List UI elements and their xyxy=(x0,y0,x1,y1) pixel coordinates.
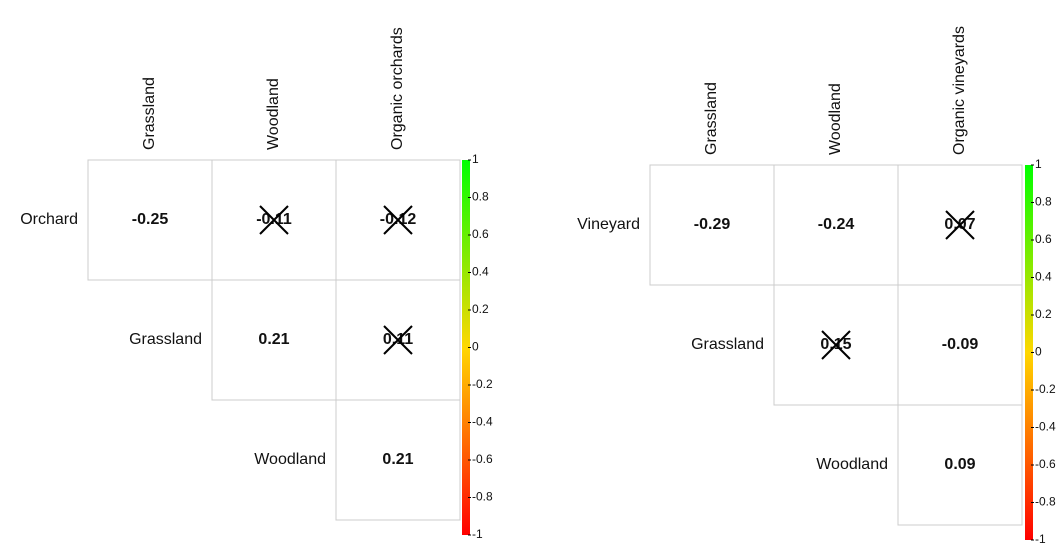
cell-value: 0.21 xyxy=(382,451,413,468)
cell-value: -0.09 xyxy=(942,336,979,353)
colorbar-tick-label: -0.2 xyxy=(1035,382,1056,396)
cell-value: -0.25 xyxy=(132,211,169,228)
cross xyxy=(821,330,851,360)
cell xyxy=(211,279,337,401)
cell xyxy=(897,284,1023,406)
colorbar-tick-label: -1 xyxy=(472,527,483,541)
cell xyxy=(87,159,213,281)
cell xyxy=(897,404,1023,526)
cross xyxy=(383,205,413,235)
column-label: Organic orchards xyxy=(389,27,406,150)
row-label: Grassland xyxy=(129,331,202,348)
row-label: Woodland xyxy=(254,451,326,468)
column-label: Grassland xyxy=(141,77,158,150)
colorbar-tick-label: 1 xyxy=(1035,157,1042,171)
colorbar-tick-label: 0.4 xyxy=(472,265,489,279)
colorbar-tick-label: -0.4 xyxy=(472,415,493,429)
cell xyxy=(649,164,775,286)
row-label: Woodland xyxy=(816,456,888,473)
cell-value: 0.21 xyxy=(258,331,289,348)
cross xyxy=(259,205,289,235)
cell-value: -0.24 xyxy=(818,216,855,233)
colorbar-tick-label: 0.2 xyxy=(472,302,489,316)
colorbar-tick-label: 1 xyxy=(472,152,479,166)
colorbar-tick-label: 0 xyxy=(472,340,479,354)
cross xyxy=(383,325,413,355)
colorbar-tick-label: 0.8 xyxy=(472,190,489,204)
cross xyxy=(945,210,975,240)
colorbar-tick-label: -0.8 xyxy=(1035,495,1056,509)
colorbar-tick-label: 0.6 xyxy=(472,227,489,241)
colorbar-tick-label: 0.4 xyxy=(1035,270,1052,284)
colorbar-tick-label: -0.8 xyxy=(472,490,493,504)
colorbar-tick-label: -0.2 xyxy=(472,377,493,391)
column-label: Woodland xyxy=(827,83,844,155)
cell-value: 0.09 xyxy=(944,456,975,473)
cell xyxy=(335,399,461,521)
colorbar xyxy=(1025,165,1033,540)
colorbar-tick-label: -1 xyxy=(1035,532,1046,546)
row-label: Orchard xyxy=(20,211,78,228)
colorbar-tick-label: -0.6 xyxy=(1035,457,1056,471)
colorbar-tick-label: 0.8 xyxy=(1035,195,1052,209)
colorbar xyxy=(462,160,470,535)
row-label: Vineyard xyxy=(577,216,640,233)
column-label: Grassland xyxy=(703,82,720,155)
row-label: Grassland xyxy=(691,336,764,353)
cell-value: -0.29 xyxy=(694,216,731,233)
colorbar-tick-label: 0 xyxy=(1035,345,1042,359)
column-label: Organic vineyards xyxy=(951,26,968,155)
colorbar-tick-label: -0.4 xyxy=(1035,420,1056,434)
colorbar-tick-label: 0.6 xyxy=(1035,232,1052,246)
column-label: Woodland xyxy=(265,78,282,150)
colorbar-tick-label: -0.6 xyxy=(472,452,493,466)
colorbar-tick-label: 0.2 xyxy=(1035,307,1052,321)
